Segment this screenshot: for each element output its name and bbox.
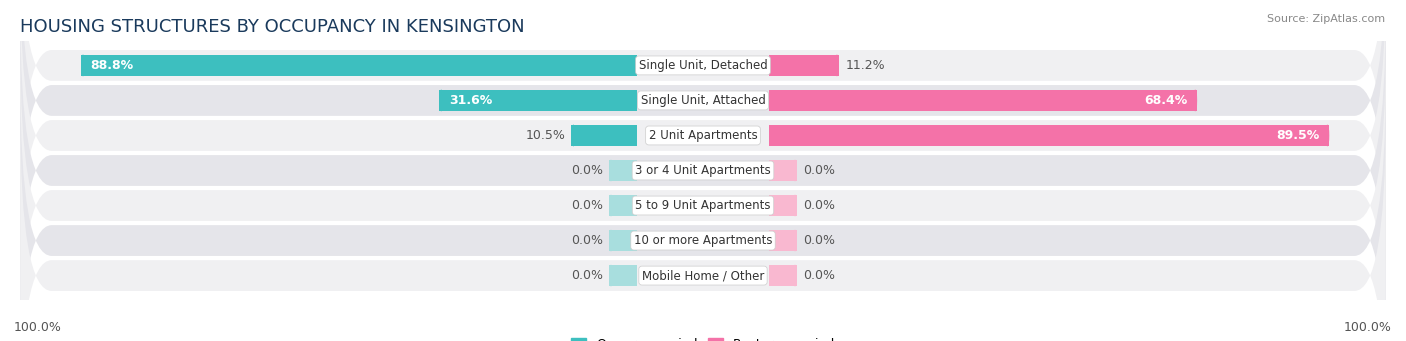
Text: 10 or more Apartments: 10 or more Apartments <box>634 234 772 247</box>
Text: 0.0%: 0.0% <box>571 164 603 177</box>
FancyBboxPatch shape <box>793 160 797 181</box>
Bar <box>769 230 797 251</box>
Text: 0.0%: 0.0% <box>571 199 603 212</box>
FancyBboxPatch shape <box>20 0 1386 225</box>
FancyBboxPatch shape <box>439 90 443 111</box>
Bar <box>571 124 637 146</box>
Text: 3 or 4 Unit Apartments: 3 or 4 Unit Apartments <box>636 164 770 177</box>
FancyBboxPatch shape <box>793 230 797 251</box>
Bar <box>609 265 637 286</box>
Bar <box>769 160 797 181</box>
FancyBboxPatch shape <box>20 116 1386 341</box>
FancyBboxPatch shape <box>1326 124 1329 146</box>
Text: 0.0%: 0.0% <box>571 269 603 282</box>
Text: Mobile Home / Other: Mobile Home / Other <box>641 269 765 282</box>
FancyBboxPatch shape <box>609 195 613 217</box>
Bar <box>769 90 1197 111</box>
FancyBboxPatch shape <box>793 265 797 286</box>
Text: 31.6%: 31.6% <box>449 94 492 107</box>
Bar <box>439 90 637 111</box>
Text: 89.5%: 89.5% <box>1277 129 1320 142</box>
Text: Single Unit, Attached: Single Unit, Attached <box>641 94 765 107</box>
FancyBboxPatch shape <box>82 55 84 76</box>
FancyBboxPatch shape <box>609 160 613 181</box>
Text: 100.0%: 100.0% <box>1344 321 1392 334</box>
Text: 2 Unit Apartments: 2 Unit Apartments <box>648 129 758 142</box>
Bar <box>82 55 637 76</box>
Text: 0.0%: 0.0% <box>803 234 835 247</box>
Bar <box>769 195 797 217</box>
Text: 0.0%: 0.0% <box>571 234 603 247</box>
Text: 10.5%: 10.5% <box>526 129 565 142</box>
Text: 0.0%: 0.0% <box>803 199 835 212</box>
Text: 0.0%: 0.0% <box>803 269 835 282</box>
FancyBboxPatch shape <box>20 0 1386 260</box>
Bar <box>769 55 839 76</box>
Bar <box>609 230 637 251</box>
FancyBboxPatch shape <box>571 124 575 146</box>
Legend: Owner-occupied, Renter-occupied: Owner-occupied, Renter-occupied <box>571 338 835 341</box>
Text: 5 to 9 Unit Apartments: 5 to 9 Unit Apartments <box>636 199 770 212</box>
FancyBboxPatch shape <box>20 81 1386 341</box>
FancyBboxPatch shape <box>20 0 1386 295</box>
FancyBboxPatch shape <box>20 46 1386 341</box>
Bar <box>609 195 637 217</box>
Text: 88.8%: 88.8% <box>90 59 134 72</box>
Text: 100.0%: 100.0% <box>14 321 62 334</box>
FancyBboxPatch shape <box>835 55 839 76</box>
Text: 68.4%: 68.4% <box>1144 94 1188 107</box>
FancyBboxPatch shape <box>609 265 613 286</box>
FancyBboxPatch shape <box>609 230 613 251</box>
Text: Source: ZipAtlas.com: Source: ZipAtlas.com <box>1267 14 1385 24</box>
Text: HOUSING STRUCTURES BY OCCUPANCY IN KENSINGTON: HOUSING STRUCTURES BY OCCUPANCY IN KENSI… <box>20 18 524 36</box>
FancyBboxPatch shape <box>20 11 1386 330</box>
Text: Single Unit, Detached: Single Unit, Detached <box>638 59 768 72</box>
FancyBboxPatch shape <box>1194 90 1197 111</box>
Text: 11.2%: 11.2% <box>845 59 884 72</box>
Bar <box>609 160 637 181</box>
Bar <box>769 265 797 286</box>
Bar <box>769 124 1329 146</box>
Text: 0.0%: 0.0% <box>803 164 835 177</box>
FancyBboxPatch shape <box>793 195 797 217</box>
